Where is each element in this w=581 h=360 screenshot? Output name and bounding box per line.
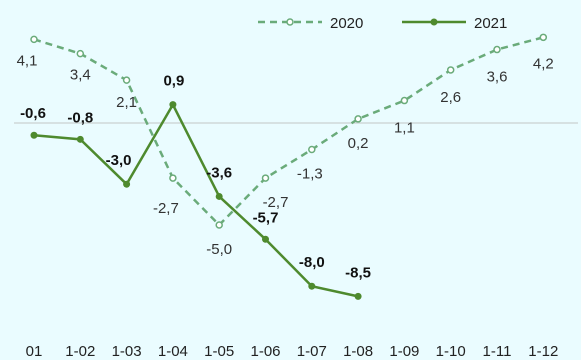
series-2020-point [354, 115, 362, 123]
x-tick-label: 1-03 [112, 343, 142, 360]
data-label-2020: 3,6 [487, 69, 508, 86]
data-label-2020: -1,3 [297, 166, 323, 183]
series-2020-point [539, 33, 548, 42]
data-label-2021: -8,5 [345, 264, 371, 281]
data-label-2021: -0,8 [67, 109, 93, 126]
series-2020-point [308, 145, 316, 154]
data-label-2020: 4,2 [533, 55, 554, 72]
series-2020-point [30, 35, 38, 44]
data-label-2021: -5,7 [253, 209, 279, 226]
x-tick-label: 1-08 [343, 343, 373, 360]
series-2021-point [308, 282, 316, 290]
series-2021-line [33, 102, 359, 298]
data-label-2020: -5,0 [206, 241, 232, 258]
data-label-2021: -0,6 [20, 105, 46, 122]
series-2020-line [33, 36, 544, 227]
series-2021-point [262, 235, 269, 243]
series-2020-point [76, 49, 85, 58]
data-label-2020: 2,6 [440, 89, 461, 106]
data-label-2020: 4,1 [17, 52, 38, 69]
x-tick-label: 1-05 [204, 343, 234, 360]
series-2021-point [76, 135, 84, 143]
data-label-2020: -2,7 [153, 200, 179, 217]
data-label-2020: 2,1 [116, 94, 137, 111]
series-2020-point [493, 45, 501, 54]
series-2021-point [169, 101, 177, 109]
data-label-2020: -2,7 [263, 194, 289, 211]
legend-2020-label: 2020 [330, 15, 363, 32]
series-2021-point [354, 292, 362, 300]
data-label-2021: 0,9 [163, 73, 184, 90]
series-2021-point [30, 131, 38, 139]
series-layer [30, 33, 548, 300]
x-tick-label: 1-02 [65, 343, 95, 360]
data-label-2021: -8,0 [299, 254, 325, 271]
series-2021-point [123, 180, 131, 188]
x-tick-label: 1-09 [389, 343, 419, 360]
x-tick-label: 1-10 [436, 343, 466, 360]
data-labels: 4,1 3,4 2,1 -2,7 -5,0 -2,7 -1,3 0,2 1,1 2,6 3,6 4,2… [17, 52, 554, 281]
series-2021-point [215, 192, 223, 200]
x-tick-label: 01 [26, 343, 43, 360]
data-label-2020: 0,2 [348, 135, 369, 152]
data-label-2020: 3,4 [70, 67, 91, 84]
x-axis-ticks: 01 1-02 1-03 1-04 1-05 1-06 1-07 1-08 1-09 1-10 1-… [26, 343, 559, 360]
series-2020-point [261, 174, 270, 182]
series-2020-point [169, 174, 177, 182]
legend-2021-label: 2021 [474, 15, 507, 32]
data-label-2021: -3,6 [206, 164, 232, 181]
x-tick-label: 1-12 [528, 343, 558, 360]
series-2020-point [122, 76, 131, 84]
legend-2020-marker [286, 18, 294, 26]
legend: 2020 2021 [258, 15, 507, 32]
x-tick-label: 1-11 [483, 343, 512, 360]
x-tick-label: 1-07 [297, 343, 327, 360]
data-label-2020: 1,1 [394, 120, 415, 137]
data-label-2021: -3,0 [106, 152, 132, 169]
x-tick-label: 1-06 [250, 343, 280, 360]
series-2020-point [446, 66, 455, 74]
x-tick-label: 1-04 [158, 343, 188, 360]
legend-2021-marker [430, 18, 438, 26]
series-2020-point [400, 96, 409, 105]
series-2020-point [215, 221, 223, 229]
